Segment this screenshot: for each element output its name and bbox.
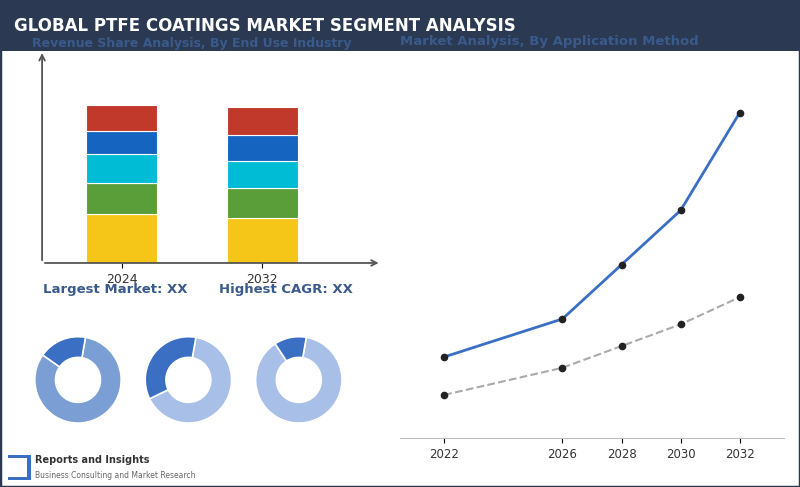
- Bar: [86, 131, 157, 154]
- Bar: [86, 105, 157, 131]
- Wedge shape: [42, 337, 86, 367]
- Bar: [227, 107, 298, 135]
- Wedge shape: [150, 337, 231, 423]
- Wedge shape: [275, 337, 306, 361]
- Text: Highest CAGR: XX: Highest CAGR: XX: [218, 283, 353, 296]
- Bar: [227, 161, 298, 188]
- Text: GLOBAL PTFE COATINGS MARKET SEGMENT ANALYSIS: GLOBAL PTFE COATINGS MARKET SEGMENT ANAL…: [14, 17, 516, 35]
- Wedge shape: [146, 337, 196, 399]
- Bar: [86, 183, 157, 214]
- Bar: [86, 214, 157, 263]
- Wedge shape: [256, 337, 342, 423]
- Text: Revenue Share Analysis, By End Use Industry: Revenue Share Analysis, By End Use Indus…: [32, 37, 351, 50]
- Text: Reports and Insights: Reports and Insights: [35, 455, 150, 465]
- Bar: [227, 188, 298, 218]
- Text: Largest Market: XX: Largest Market: XX: [42, 283, 187, 296]
- Text: Business Consulting and Market Research: Business Consulting and Market Research: [35, 470, 195, 480]
- Wedge shape: [34, 337, 121, 423]
- FancyBboxPatch shape: [7, 458, 27, 477]
- FancyBboxPatch shape: [5, 455, 31, 480]
- Bar: [227, 135, 298, 161]
- Text: Market Analysis, By Application Method: Market Analysis, By Application Method: [400, 35, 698, 48]
- Bar: [86, 154, 157, 183]
- Bar: [227, 218, 298, 263]
